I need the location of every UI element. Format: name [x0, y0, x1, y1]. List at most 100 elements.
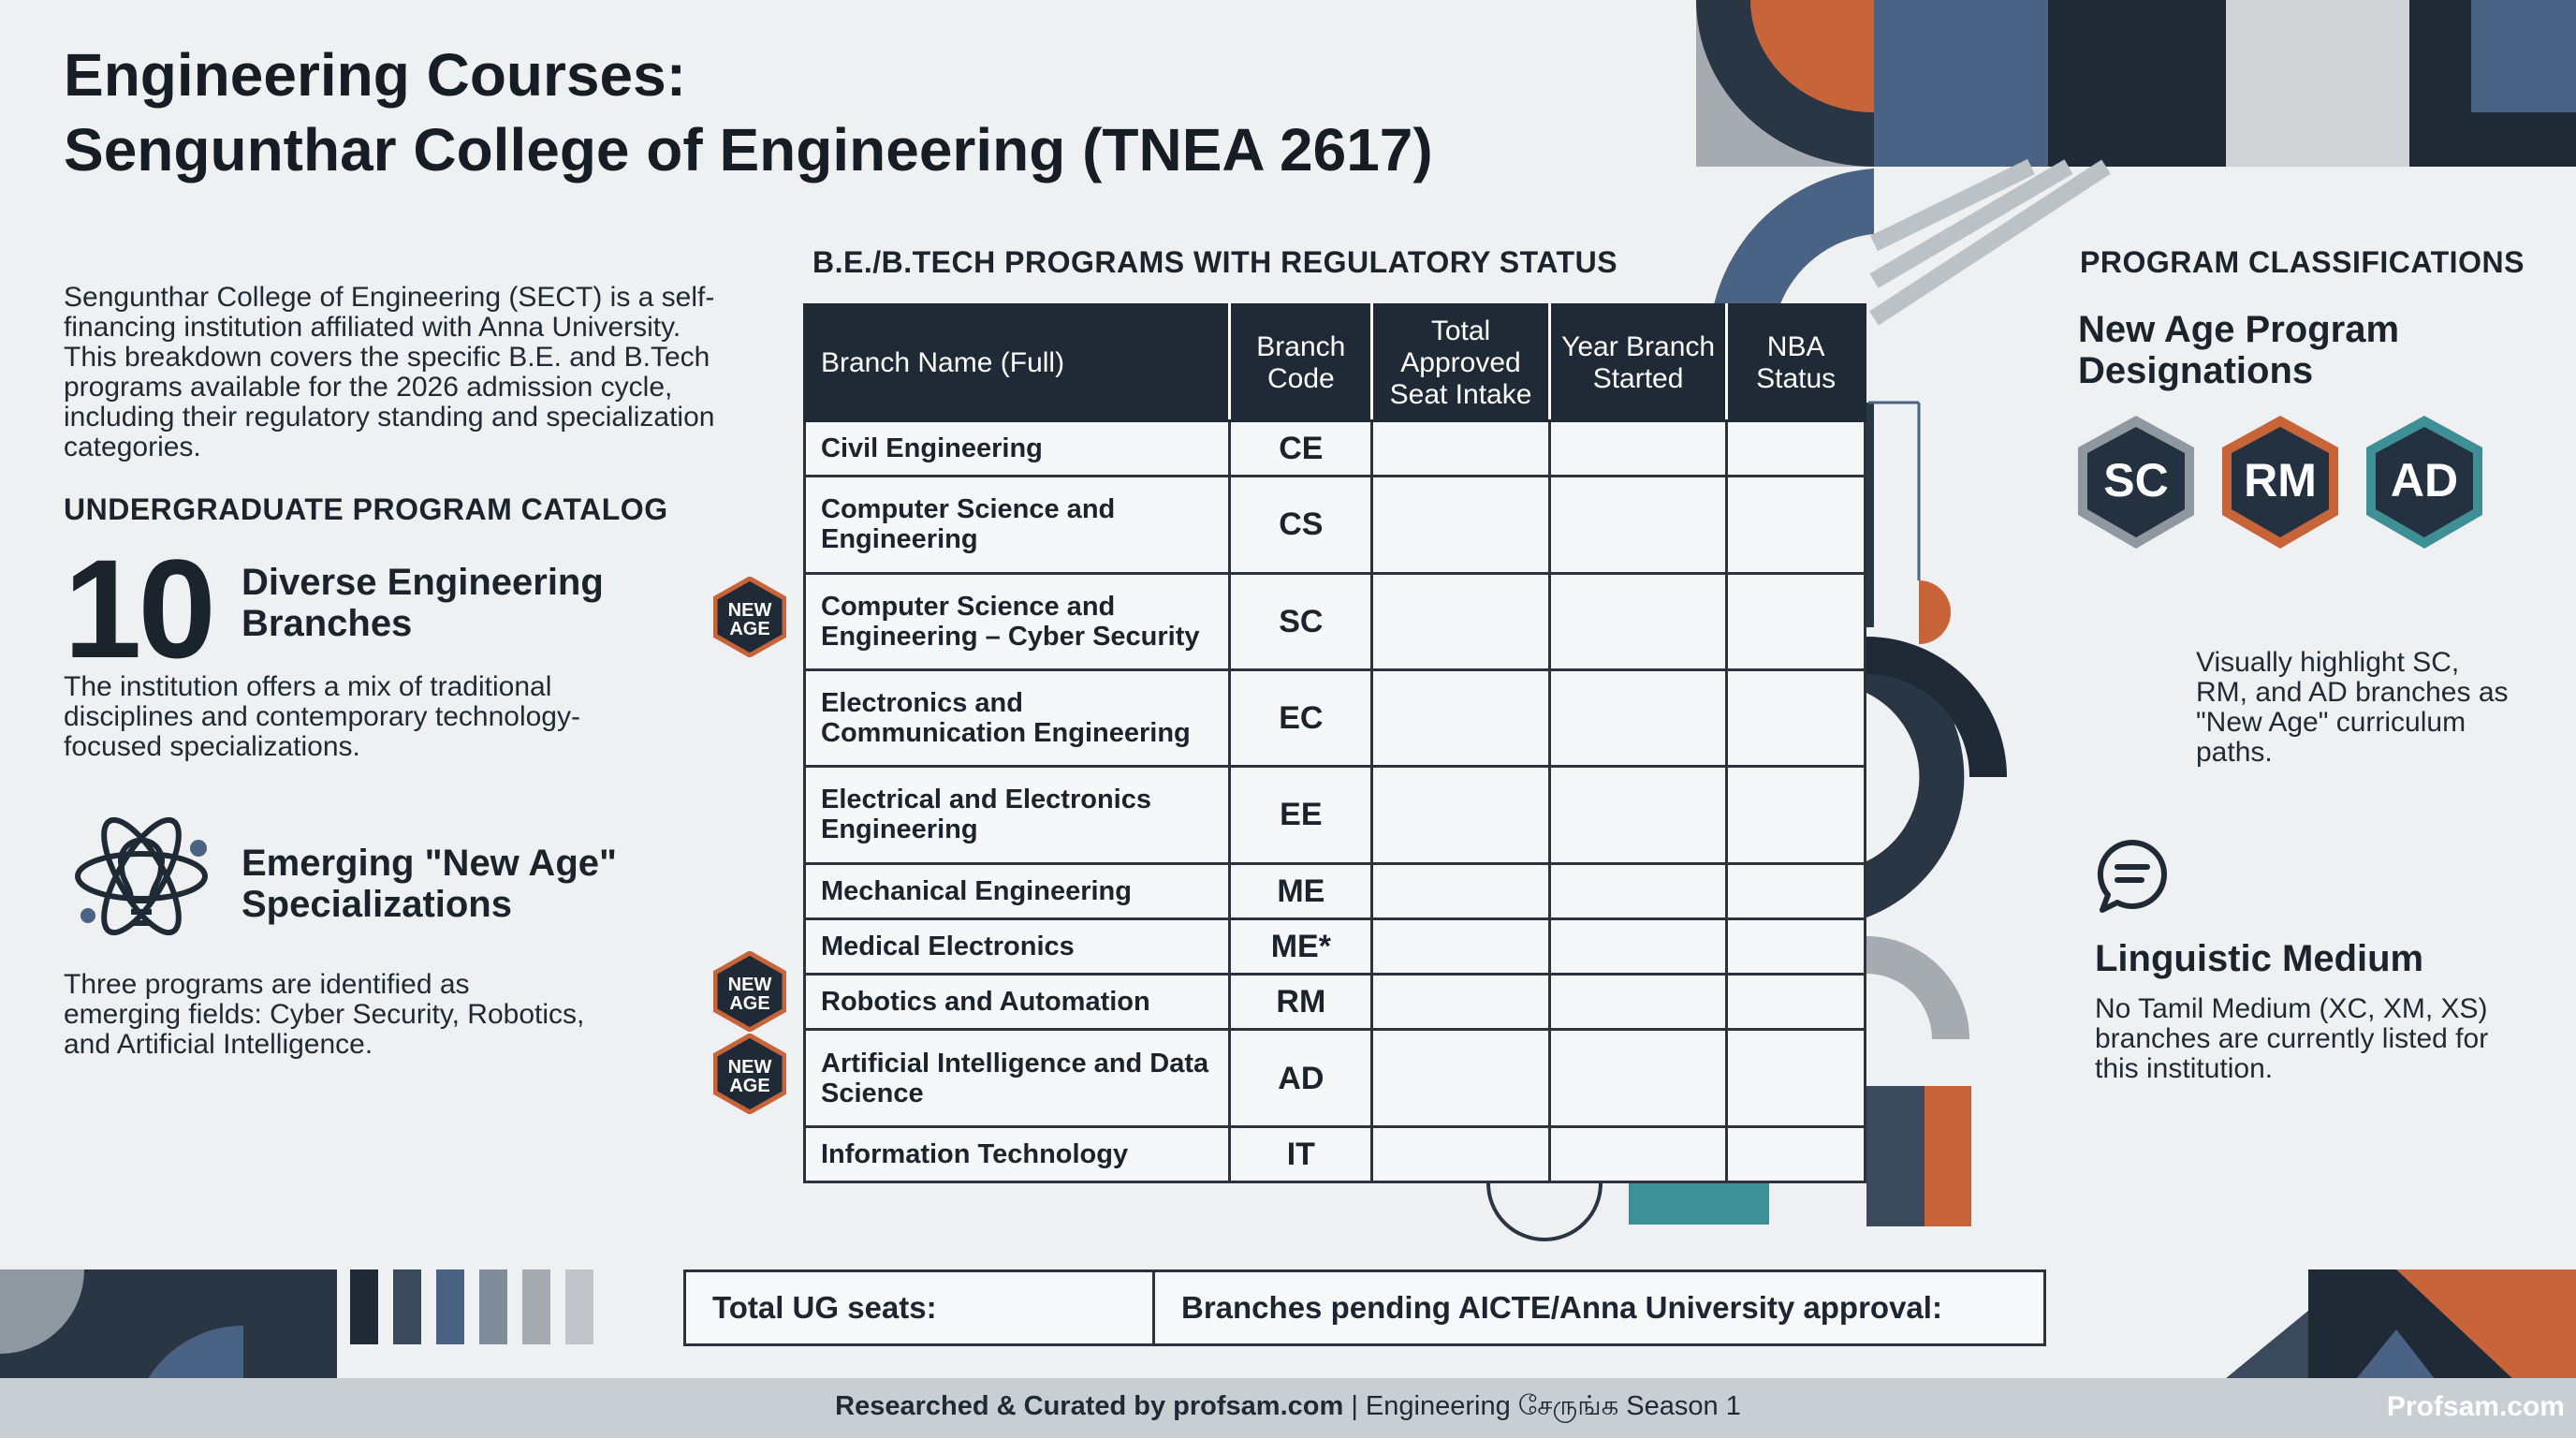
branch-code-cell: SC [1228, 571, 1374, 671]
table-row: Information Technology IT [802, 1124, 1866, 1184]
page-title: Engineering Courses: Sengunthar College … [64, 37, 1433, 187]
atom-lightbulb-icon [75, 816, 208, 936]
intake-cell [1370, 1028, 1551, 1128]
branch-name-cell: Computer Science and Engineering – Cyber… [802, 571, 1232, 671]
nba-cell [1725, 475, 1866, 575]
header-year-started: Year Branch Started [1547, 303, 1729, 422]
intake-cell [1370, 861, 1551, 920]
branch-code-cell: AD [1228, 1028, 1374, 1128]
year-cell [1547, 475, 1729, 575]
emerging-title: Emerging "New Age" Specializations [242, 843, 617, 925]
branch-code-cell: CE [1228, 418, 1374, 478]
intake-cell [1370, 475, 1551, 575]
header-branch-name: Branch Name (Full) [802, 303, 1232, 422]
branch-name-cell: Civil Engineering [802, 418, 1232, 478]
nba-cell [1725, 1028, 1866, 1128]
branch-name-cell: Information Technology [802, 1124, 1232, 1184]
year-cell [1547, 1124, 1729, 1184]
badge-line2: AGE [729, 1076, 769, 1096]
footer-series: Engineering சேருங்க Season 1 [1365, 1391, 1741, 1421]
medium-title: Linguistic Medium [2095, 938, 2424, 979]
footer-brand[interactable]: Profsam.com [2386, 1391, 2565, 1422]
branch-count-text: The institution offers a mix of traditio… [64, 671, 580, 762]
branch-code-cell: EE [1228, 765, 1374, 865]
branch-name-cell: Robotics and Automation [802, 973, 1232, 1032]
medium-text: No Tamil Medium (XC, XM, XS) branches ar… [2095, 993, 2489, 1084]
table-row: Robotics and Automation RM [802, 973, 1866, 1032]
hex-rm: RM [2222, 416, 2338, 549]
branch-code-cell: ME [1228, 861, 1374, 920]
badge-line1: NEW [728, 600, 772, 621]
footer-bar [0, 1378, 2576, 1438]
table-row: Mechanical Engineering ME [802, 861, 1866, 920]
hex-sc: SC [2078, 416, 2194, 549]
year-cell [1547, 765, 1729, 865]
hex-ad-label: AD [2391, 454, 2458, 506]
year-cell [1547, 973, 1729, 1032]
designation-hexes: SC RM AD [2078, 416, 2482, 549]
branch-code-cell: RM [1228, 973, 1374, 1032]
summary-bar: Total UG seats: Branches pending AICTE/A… [683, 1269, 2046, 1346]
programs-table: Branch Name (Full) Branch Code Total App… [802, 303, 1866, 1184]
header-nba-status: NBA Status [1725, 303, 1866, 422]
branch-count: 10 [64, 530, 216, 687]
classifications-title: New Age Program Designations [2078, 309, 2400, 391]
branch-name-cell: Electrical and Electronics Engineering [802, 765, 1232, 865]
year-cell [1547, 418, 1729, 478]
header-seat-intake: Total Approved Seat Intake [1370, 303, 1551, 422]
year-cell [1547, 668, 1729, 769]
intake-cell [1370, 765, 1551, 865]
badge-line1: NEW [728, 1057, 772, 1078]
year-cell [1547, 861, 1729, 920]
table-row: Electrical and Electronics Engineering EE [802, 765, 1866, 865]
pending-approval-label: Branches pending AICTE/Anna University a… [1181, 1290, 1942, 1325]
new-age-badge-rm: NEW AGE [713, 951, 786, 1032]
nba-cell [1725, 861, 1866, 920]
intake-cell [1370, 1124, 1551, 1184]
page-title-line1: Engineering Courses: [64, 41, 686, 109]
catalog-label: UNDERGRADUATE PROGRAM CATALOG [64, 492, 668, 526]
branch-code-cell: ME* [1228, 917, 1374, 976]
branch-name-cell: Computer Science and Engineering [802, 475, 1232, 575]
branch-name-cell: Medical Electronics [802, 917, 1232, 976]
branch-code-cell: EC [1228, 668, 1374, 769]
year-cell [1547, 917, 1729, 976]
badge-line2: AGE [729, 993, 769, 1014]
total-seats-label: Total UG seats: [686, 1272, 1155, 1343]
intake-cell [1370, 571, 1551, 671]
table-row: Computer Science and Engineering CS [802, 475, 1866, 575]
hex-ad: AD [2366, 416, 2482, 549]
chat-bubble-icon [2097, 839, 2167, 913]
year-cell [1547, 571, 1729, 671]
footer-credit: Researched & Curated by profsam.com [835, 1391, 1344, 1421]
nba-cell [1725, 571, 1866, 671]
page-title-line2: Sengunthar College of Engineering (TNEA … [64, 116, 1433, 183]
nba-cell [1725, 1124, 1866, 1184]
table-row: Civil Engineering CE [802, 418, 1866, 478]
year-cell [1547, 1028, 1729, 1128]
intake-cell [1370, 668, 1551, 769]
table-row: Medical Electronics ME* [802, 917, 1866, 976]
intake-cell [1370, 973, 1551, 1032]
footer-credit-line: Researched & Curated by profsam.com | En… [0, 1391, 2576, 1425]
branch-name-cell: Electronics and Communication Engineerin… [802, 668, 1232, 769]
hex-rm-label: RM [2244, 454, 2317, 506]
table-row: Artificial Intelligence and Data Science… [802, 1028, 1866, 1128]
emerging-text: Three programs are identified as emergin… [64, 969, 585, 1060]
classifications-label: PROGRAM CLASSIFICATIONS [2080, 245, 2525, 279]
intro-paragraph: Sengunthar College of Engineering (SECT)… [64, 282, 715, 462]
new-age-badge-ad: NEW AGE [713, 1034, 786, 1114]
nba-cell [1725, 917, 1866, 976]
nba-cell [1725, 765, 1866, 865]
table-header-row: Branch Name (Full) Branch Code Total App… [802, 303, 1866, 422]
branch-name-cell: Mechanical Engineering [802, 861, 1232, 920]
intake-cell [1370, 917, 1551, 976]
nba-cell [1725, 418, 1866, 478]
nba-cell [1725, 973, 1866, 1032]
branch-count-title: Diverse Engineering Branches [242, 562, 604, 644]
hex-sc-label: SC [2103, 454, 2168, 506]
header-branch-code: Branch Code [1228, 303, 1374, 422]
nba-cell [1725, 668, 1866, 769]
table-row: Computer Science and Engineering – Cyber… [802, 571, 1866, 671]
intake-cell [1370, 418, 1551, 478]
